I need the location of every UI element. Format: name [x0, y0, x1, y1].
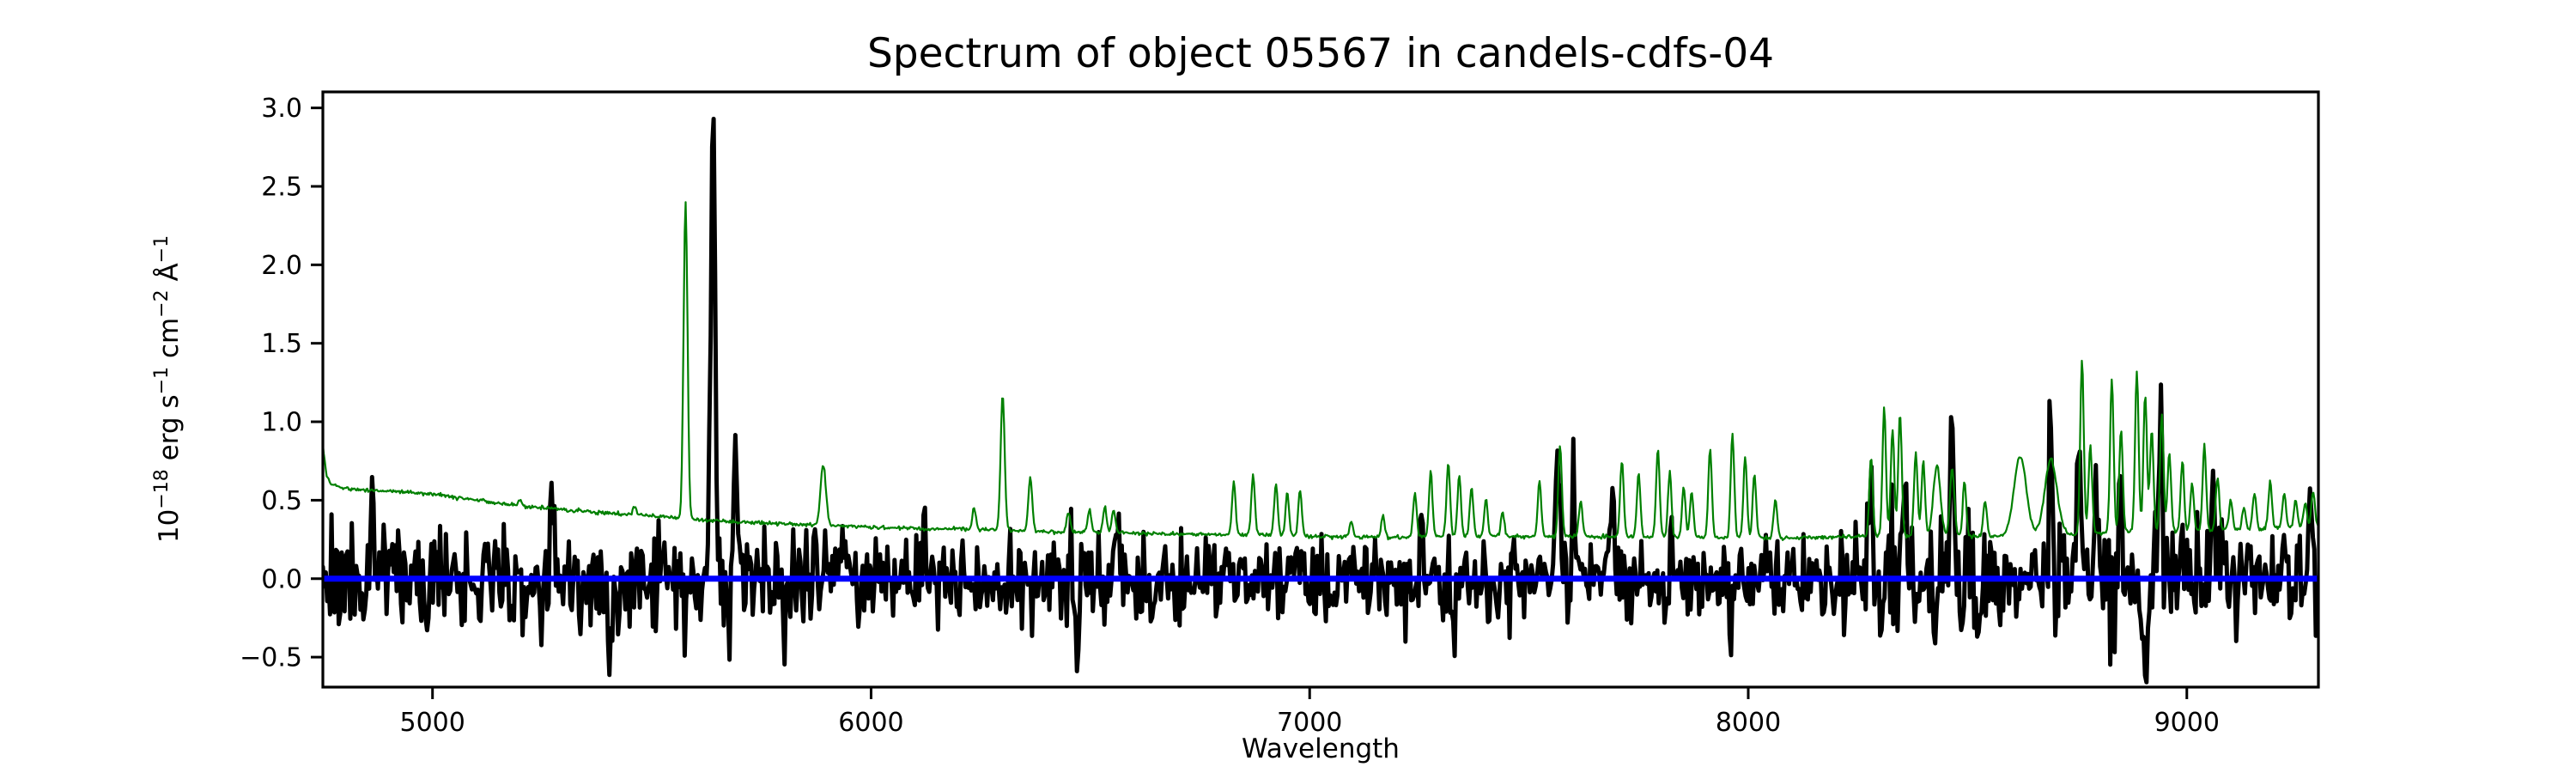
axes-frame — [321, 90, 2320, 689]
plot-area — [323, 116, 2318, 685]
y-axis-ticks: −0.5 0.0 0.5 1.0 1.5 2.0 2.5 3.0 — [240, 94, 323, 673]
y-tick-label: 2.0 — [261, 251, 302, 281]
x-tick-label: 6000 — [838, 708, 903, 738]
y-tick-label: 0.5 — [261, 486, 302, 516]
x-tick-label: 9000 — [2154, 708, 2220, 738]
flux-series-line — [323, 116, 2318, 685]
x-tick-label: 8000 — [1716, 708, 1781, 738]
y-tick-label: 2.5 — [261, 172, 302, 202]
x-tick-label: 7000 — [1277, 708, 1342, 738]
y-tick-label: 0.0 — [261, 564, 302, 594]
x-axis-ticks: 5000 6000 7000 8000 9000 — [400, 687, 2220, 738]
y-axis-label: 10−18 erg s−1 cm−2 Å−1 — [151, 235, 185, 543]
chart-title: Spectrum of object 05567 in candels-cdfs… — [867, 30, 1774, 77]
y-tick-label: 1.5 — [261, 329, 302, 359]
sky-noise-series-line — [323, 201, 2318, 541]
x-tick-label: 5000 — [400, 708, 465, 738]
y-tick-label: 3.0 — [261, 94, 302, 124]
y-tick-label: −0.5 — [240, 643, 302, 673]
y-tick-label: 1.0 — [261, 408, 302, 438]
x-axis-label: Wavelength — [1242, 733, 1400, 764]
